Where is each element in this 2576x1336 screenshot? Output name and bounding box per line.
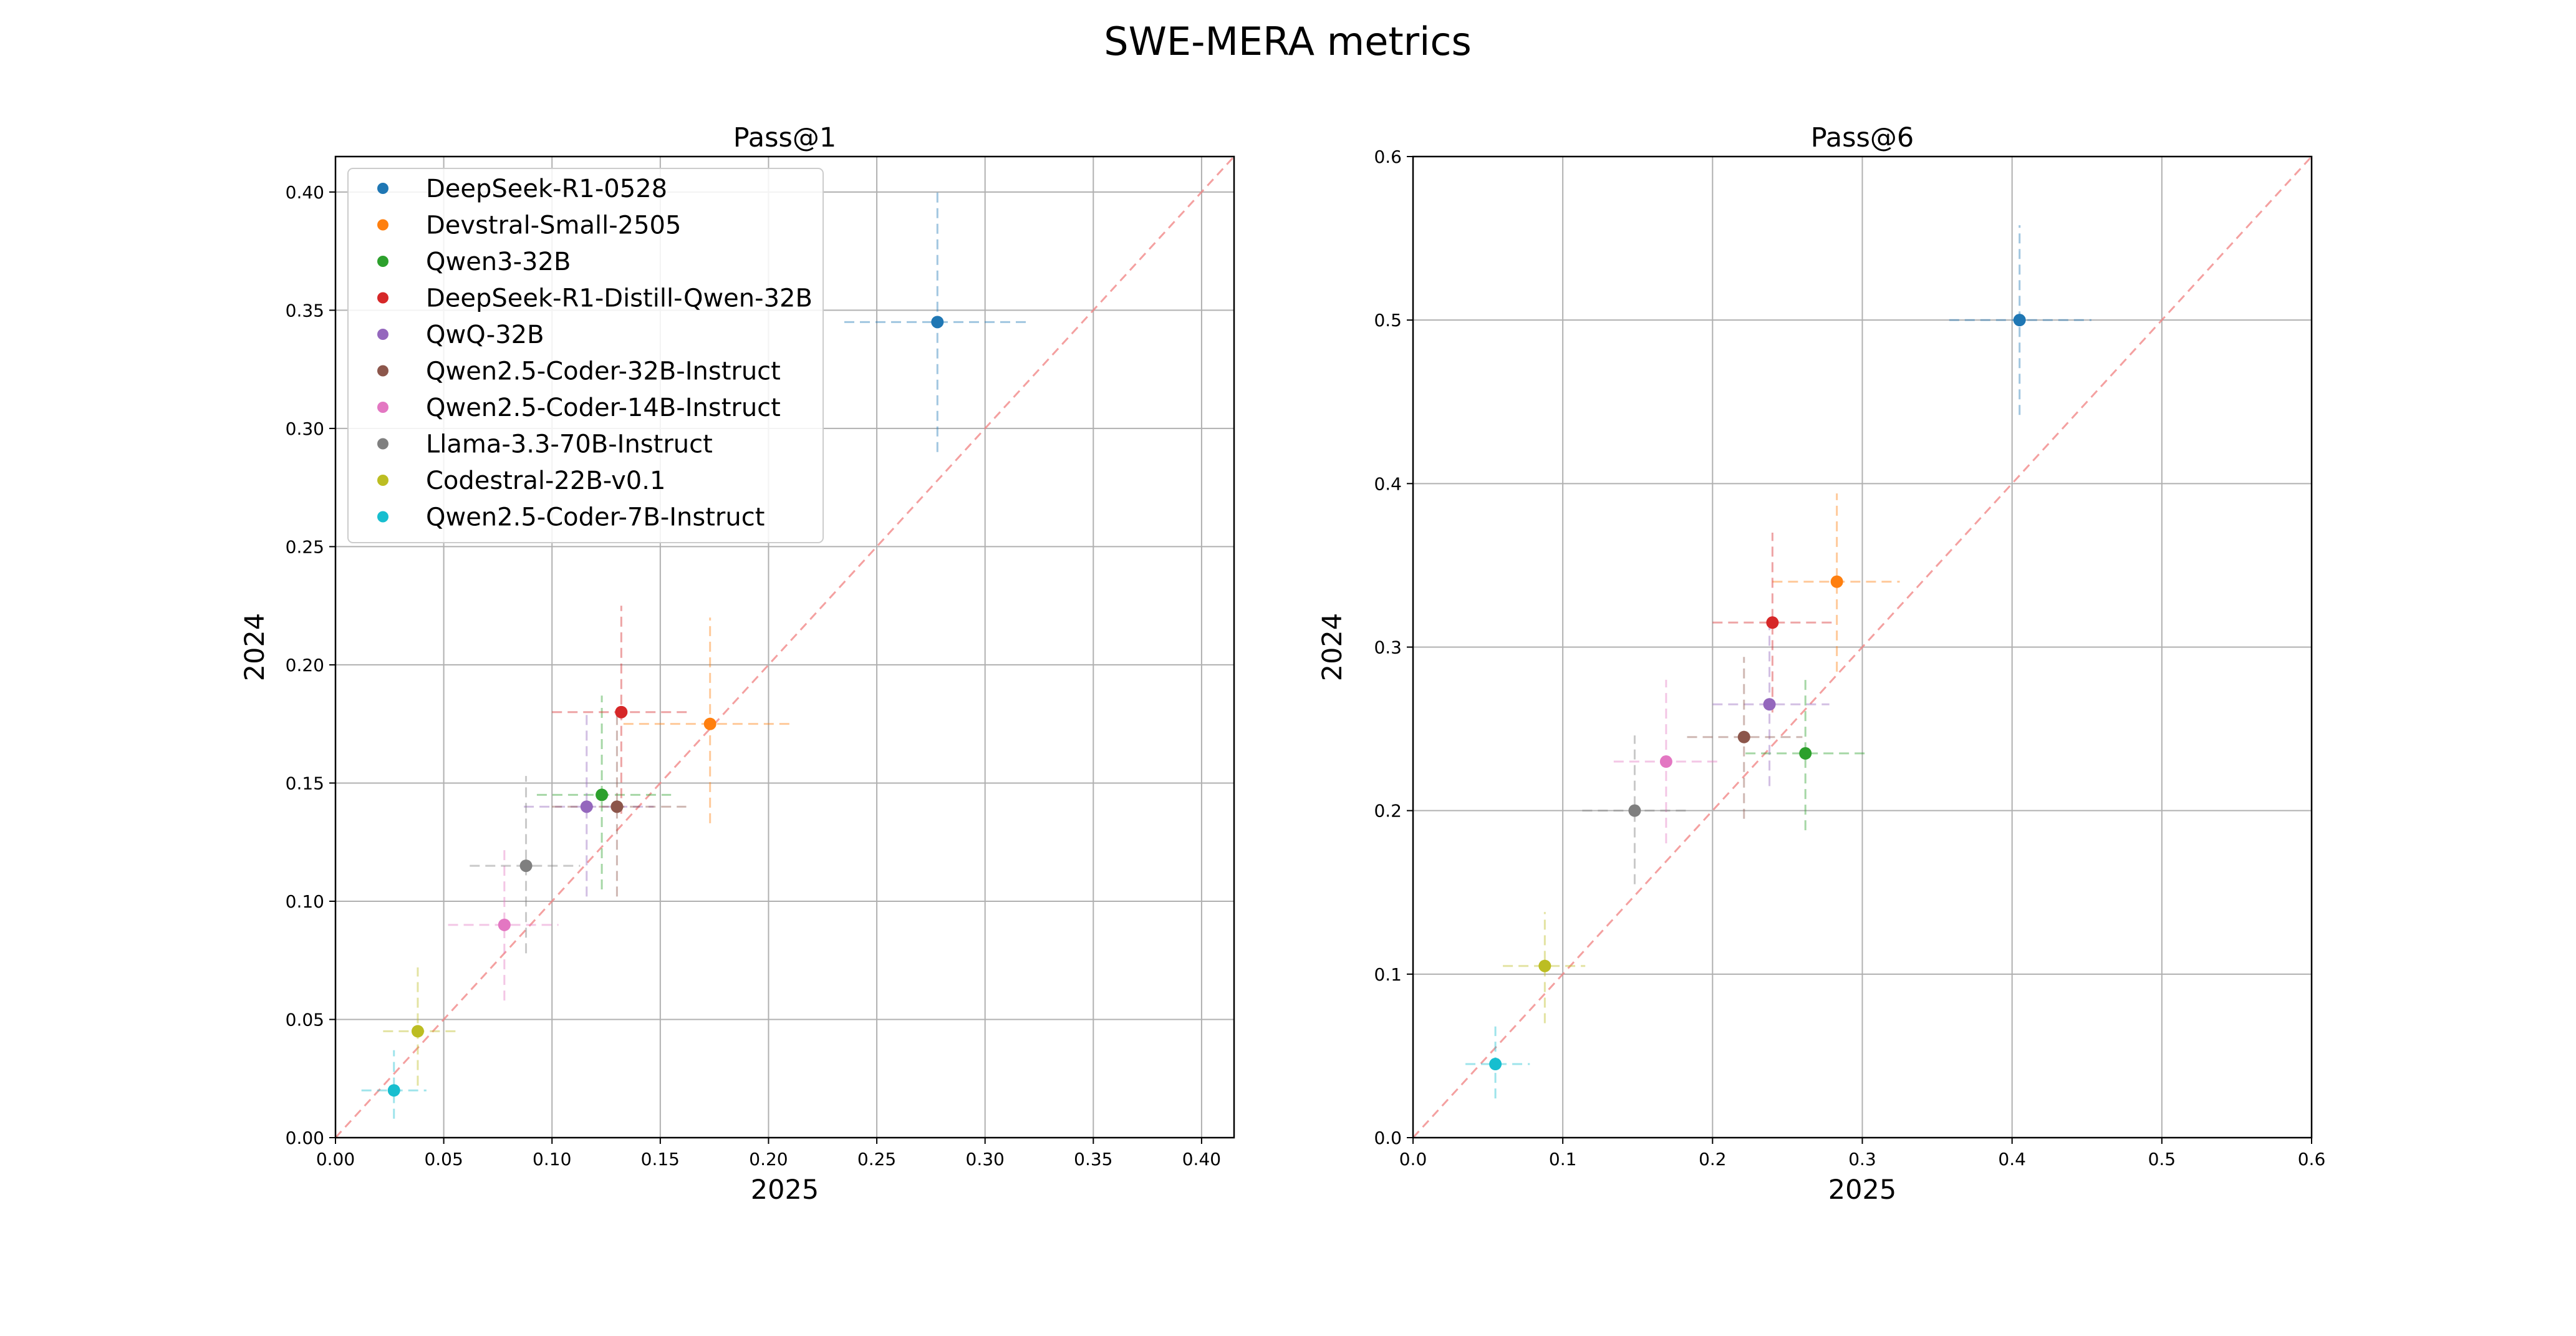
- legend-label: Qwen2.5-Coder-14B-Instruct: [426, 394, 781, 422]
- y-axis-label: 2024: [239, 613, 271, 681]
- data-point: [1737, 730, 1750, 743]
- y-tick-label: 0.00: [286, 1128, 324, 1148]
- data-point: [615, 705, 628, 719]
- legend-label: DeepSeek-R1-Distill-Qwen-32B: [426, 284, 813, 313]
- legend-marker: [377, 402, 388, 413]
- data-point: [411, 1025, 424, 1038]
- data-point: [1628, 804, 1641, 817]
- diagonal-line: [1412, 155, 2313, 1139]
- data-point: [387, 1084, 400, 1097]
- y-tick-label: 0.15: [286, 773, 324, 793]
- y-tick-label: 0.5: [1374, 310, 1402, 331]
- legend-label: Qwen2.5-Coder-32B-Instruct: [426, 357, 781, 386]
- y-tick-label: 0.20: [286, 655, 324, 675]
- legend-marker: [377, 438, 388, 450]
- x-tick-label: 0.05: [424, 1149, 463, 1169]
- data-point: [1763, 698, 1776, 711]
- legend-marker: [377, 183, 388, 194]
- x-tick-label: 0.25: [857, 1149, 896, 1169]
- x-tick-label: 0.2: [1699, 1149, 1727, 1169]
- pass-at-6-panel: 0.0 0.1 0.2 0.3 0.4 0.5 0.6 0.0 0.1 0.2 0.3 0.4 0.5 0…: [1317, 122, 2325, 1206]
- legend-label: Qwen2.5-Coder-7B-Instruct: [426, 503, 765, 532]
- y-tick-label: 0.30: [286, 419, 324, 439]
- y-tick-label: 0.35: [286, 300, 324, 321]
- legend-label: QwQ-32B: [426, 321, 544, 349]
- x-tick-label: 0.20: [749, 1149, 788, 1169]
- legend-marker: [377, 475, 388, 486]
- data-point: [1766, 616, 1779, 629]
- legend-label: DeepSeek-R1-0528: [426, 175, 667, 203]
- y-tick-label: 0.25: [286, 536, 324, 557]
- y-tick-label: 0.1: [1374, 964, 1402, 985]
- data-point: [1830, 575, 1843, 588]
- y-tick-label: 0.05: [286, 1009, 324, 1030]
- legend-marker: [377, 219, 388, 231]
- data-point: [580, 800, 593, 813]
- legend-label: Devstral-Small-2505: [426, 211, 681, 240]
- legend-label: Llama-3.3-70B-Instruct: [426, 430, 713, 459]
- legend-marker: [377, 256, 388, 267]
- legend-box: [347, 168, 824, 543]
- legend-marker: [377, 292, 388, 304]
- x-tick-label: 0.0: [1399, 1149, 1427, 1169]
- x-tick-label: 0.6: [2298, 1149, 2326, 1169]
- x-tick-label: 0.40: [1182, 1149, 1221, 1169]
- axes-title: Pass@1: [733, 122, 837, 153]
- x-tick-label: 0.35: [1074, 1149, 1112, 1169]
- legend-label: Qwen3-32B: [426, 248, 571, 276]
- y-tick-label: 0.4: [1374, 473, 1402, 494]
- axes-frame: [1412, 155, 2313, 1139]
- x-tick-label: 0.4: [1998, 1149, 2026, 1169]
- y-tick-label: 0.3: [1374, 637, 1402, 658]
- data-point: [519, 859, 533, 873]
- diagonal-line: [334, 155, 1235, 1139]
- x-tick-label: 0.1: [1549, 1149, 1577, 1169]
- y-tick-label: 0.40: [286, 182, 324, 203]
- y-tick-label: 0.10: [286, 891, 324, 912]
- data-point: [931, 316, 944, 329]
- data-point: [1659, 755, 1672, 768]
- legend-marker: [377, 365, 388, 377]
- legend-marker: [377, 329, 388, 340]
- data-point: [2013, 314, 2026, 327]
- y-axis-label: 2024: [1317, 613, 1348, 681]
- data-point: [1538, 959, 1551, 972]
- y-tick-label: 0.0: [1374, 1128, 1402, 1148]
- legend-label: Codestral-22B-v0.1: [426, 467, 665, 495]
- x-tick-label: 0.15: [641, 1149, 680, 1169]
- y-tick-label: 0.2: [1374, 801, 1402, 821]
- legend: DeepSeek-R1-0528 Devstral-Small-2505 Qwen3…: [347, 168, 824, 543]
- x-axis-label: 2025: [751, 1174, 819, 1206]
- x-axis-label: 2025: [1828, 1174, 1896, 1206]
- data-point: [1489, 1058, 1502, 1071]
- x-tick-label: 0.3: [1848, 1149, 1876, 1169]
- data-point: [596, 788, 609, 801]
- data-point: [498, 918, 511, 931]
- data-point: [1799, 747, 1812, 760]
- x-tick-label: 0.30: [966, 1149, 1005, 1169]
- x-tick-label: 0.5: [2148, 1149, 2176, 1169]
- data-point: [703, 717, 716, 730]
- x-tick-label: 0.00: [316, 1149, 355, 1169]
- x-tick-label: 0.10: [533, 1149, 571, 1169]
- figure-title: SWE-MERA metrics: [1104, 19, 1472, 64]
- y-tick-label: 0.6: [1374, 147, 1402, 167]
- data-point: [610, 800, 624, 813]
- axes-title: Pass@6: [1811, 122, 1914, 153]
- legend-marker: [377, 511, 388, 523]
- axes-frame: [334, 155, 1235, 1139]
